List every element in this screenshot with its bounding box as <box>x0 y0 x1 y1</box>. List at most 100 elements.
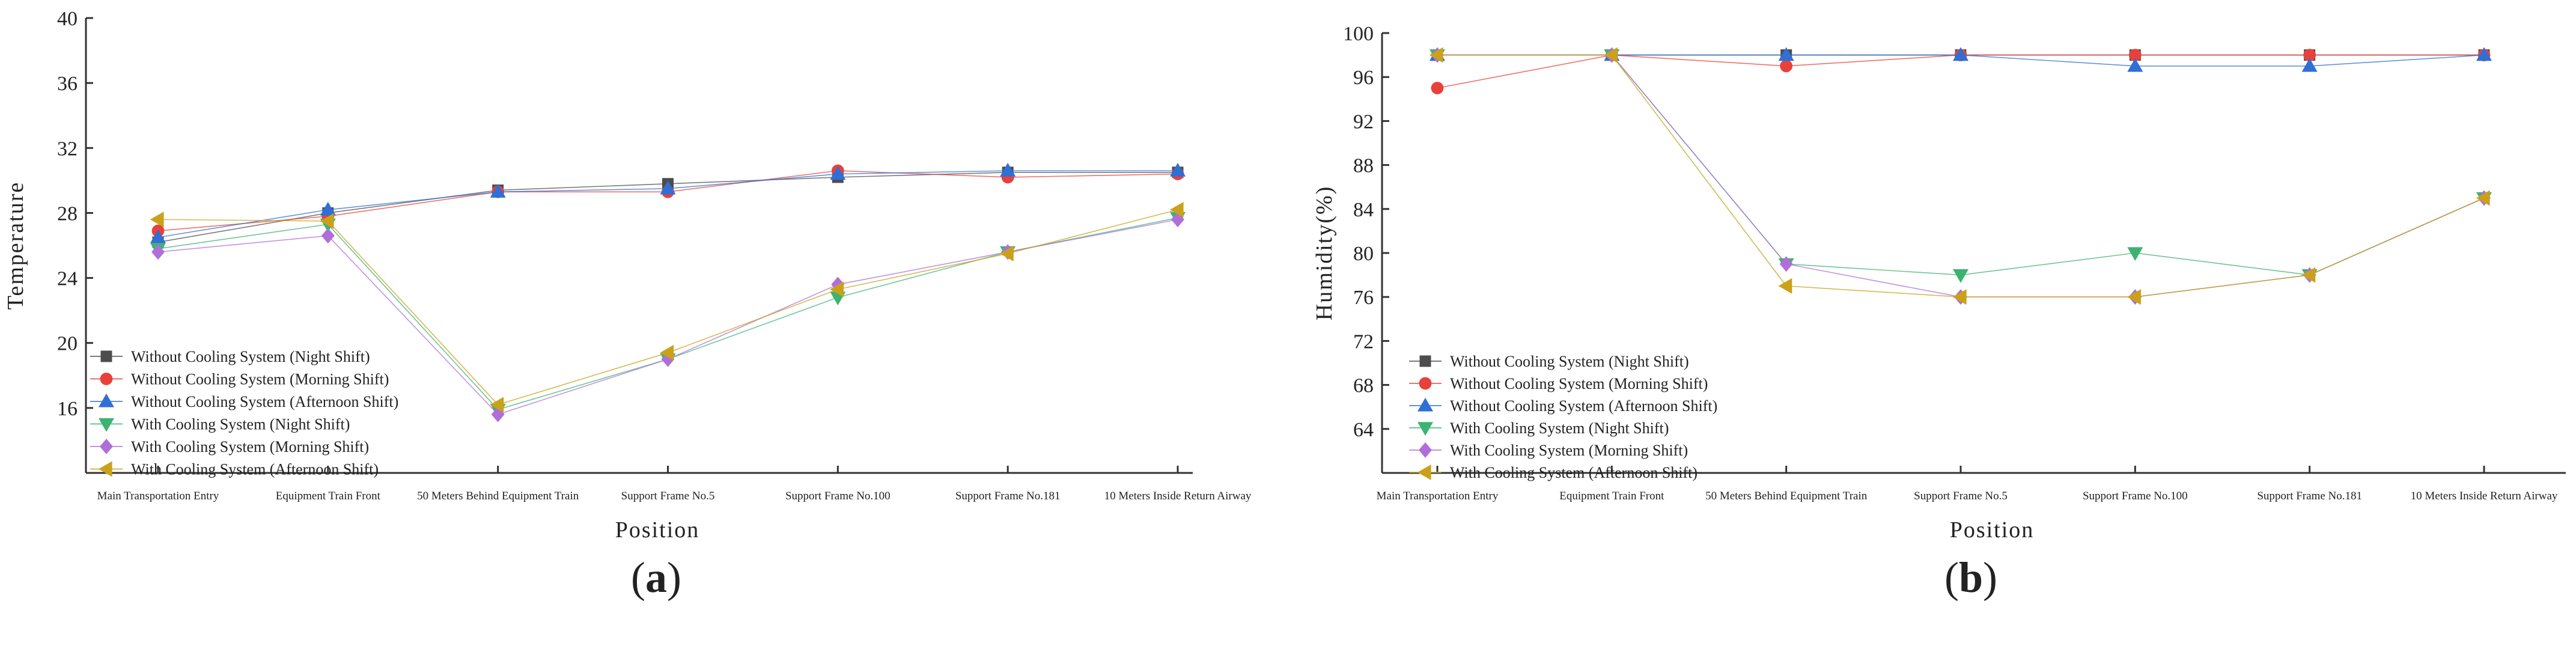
data-point <box>2127 247 2143 261</box>
series-line <box>1437 54 2485 298</box>
chart-panel-a: 16 20 24 28 32 36 40 Main Transportation Entry E… <box>3 8 1252 543</box>
legend-label: Without Cooling System (Morning Shift) <box>1450 375 1708 392</box>
legend-label: Without Cooling System (Afternoon Shift) <box>131 393 398 410</box>
y-tick-label: 68 <box>1353 375 1374 397</box>
data-point <box>1604 47 1618 63</box>
legend-marker <box>98 461 112 477</box>
data-point <box>320 201 336 216</box>
legend-item: With Cooling System (Afternoon Shift) <box>90 461 379 478</box>
legend-item: Without Cooling System (Afternoon Shift) <box>1409 397 1717 415</box>
data-point <box>1431 82 1444 94</box>
panel-label-part: b <box>1959 553 1983 602</box>
legend-label: With Cooling System (Afternoon Shift) <box>131 461 379 478</box>
y-tick-label: 76 <box>1353 287 1374 309</box>
series-6 <box>150 202 1184 413</box>
data-point <box>2301 58 2318 72</box>
data-point <box>1169 162 1186 177</box>
y-axis-label: Temperature <box>3 181 28 309</box>
data-point <box>150 229 166 243</box>
legend-label: With Cooling System (Morning Shift) <box>131 438 369 455</box>
series-line <box>1437 54 2485 298</box>
x-tick-label: Support Frame No.181 <box>2257 490 2362 502</box>
legend-label: With Cooling System (Night Shift) <box>131 416 350 433</box>
legend-item: Without Cooling System (Morning Shift) <box>90 371 389 388</box>
data-point <box>321 228 335 244</box>
data-point <box>2127 58 2143 72</box>
legend-marker <box>1419 442 1432 458</box>
panel-label-part: ) <box>1983 553 1997 602</box>
legend-marker <box>100 439 113 454</box>
data-point <box>2476 47 2492 61</box>
data-point <box>660 344 674 361</box>
x-axis-label: Position <box>615 517 700 543</box>
y-tick-label: 28 <box>57 203 78 225</box>
data-point <box>1778 47 1794 61</box>
data-point <box>490 184 506 198</box>
series-1 <box>152 166 1184 248</box>
y-tick-label: 20 <box>57 333 78 355</box>
panel-label-part: ( <box>631 553 645 602</box>
legend: Without Cooling System (Night Shift) With… <box>1409 353 1717 481</box>
legend-item: With Cooling System (Night Shift) <box>1409 419 1669 437</box>
y-tick-label: 64 <box>1353 419 1374 441</box>
data-point <box>1000 162 1016 177</box>
legend-marker <box>98 418 115 432</box>
legend: Without Cooling System (Night Shift) With… <box>90 348 398 478</box>
data-point <box>320 213 334 229</box>
x-tick-label: Main Transportation Entry <box>1377 490 1499 502</box>
data-point <box>2301 267 2316 283</box>
data-point <box>151 244 165 260</box>
data-point <box>1952 289 1967 305</box>
legend-item: Without Cooling System (Night Shift) <box>90 348 370 365</box>
panel-label-b: (b) <box>1944 553 1997 602</box>
legend-marker <box>100 373 113 385</box>
y-tick-label: 100 <box>1343 23 1374 45</box>
data-point <box>1171 212 1184 228</box>
legend-label: Without Cooling System (Night Shift) <box>1450 353 1689 370</box>
legend-label: Without Cooling System (Afternoon Shift) <box>1450 397 1717 415</box>
y-tick-label: 40 <box>57 8 78 30</box>
x-tick-label: 50 Meters Behind Equipment Train <box>417 490 579 502</box>
x-tick-label: Support Frame No.100 <box>2083 490 2188 502</box>
y-tick-label: 88 <box>1353 155 1374 177</box>
x-tick-label: Equipment Train Front <box>276 490 381 502</box>
data-point <box>1952 269 1969 283</box>
panel-label-part: ( <box>1944 553 1959 602</box>
legend-marker <box>1419 377 1432 390</box>
legend-item: Without Cooling System (Morning Shift) <box>1409 375 1708 392</box>
x-tick-label: Support Frame No.5 <box>1914 490 2008 502</box>
panel-label-part: a <box>645 553 667 602</box>
legend-item: With Cooling System (Morning Shift) <box>90 438 369 455</box>
legend-item: With Cooling System (Afternoon Shift) <box>1409 464 1698 481</box>
legend-label: Without Cooling System (Morning Shift) <box>131 371 389 388</box>
x-tick-label: Main Transportation Entry <box>97 490 219 502</box>
x-axis-label: Position <box>1950 517 2035 543</box>
y-tick-label: 92 <box>1353 111 1374 133</box>
data-point <box>660 180 676 195</box>
panel-label-part: ) <box>667 553 681 602</box>
panel-label-a: (a) <box>631 553 681 602</box>
x-tick-label: 50 Meters Behind Equipment Train <box>1705 490 1868 502</box>
x-tick-label: Support Frame No.5 <box>621 490 715 502</box>
data-point <box>2476 190 2490 206</box>
data-point <box>1780 59 1793 73</box>
legend-marker <box>98 393 115 407</box>
legend-marker <box>1417 464 1431 481</box>
data-point <box>1778 278 1792 294</box>
data-point <box>2127 289 2141 305</box>
legend-marker <box>1417 397 1434 412</box>
x-tick-label: 10 Meters Inside Return Airway <box>1104 490 1252 502</box>
data-point <box>490 397 504 413</box>
x-tick-label: Equipment Train Front <box>1559 490 1664 502</box>
data-point <box>1000 246 1014 262</box>
y-axis-label: Humidity(%) <box>1312 186 1337 321</box>
y-tick-label: 72 <box>1353 331 1374 353</box>
data-point <box>1779 256 1793 272</box>
legend-label: With Cooling System (Morning Shift) <box>1450 442 1688 459</box>
y-tick-label: 96 <box>1353 67 1374 89</box>
series-5 <box>151 212 1184 422</box>
x-tick-label: Support Frame No.100 <box>785 490 891 502</box>
legend-label: With Cooling System (Afternoon Shift) <box>1450 464 1698 481</box>
data-point <box>1952 47 1969 61</box>
